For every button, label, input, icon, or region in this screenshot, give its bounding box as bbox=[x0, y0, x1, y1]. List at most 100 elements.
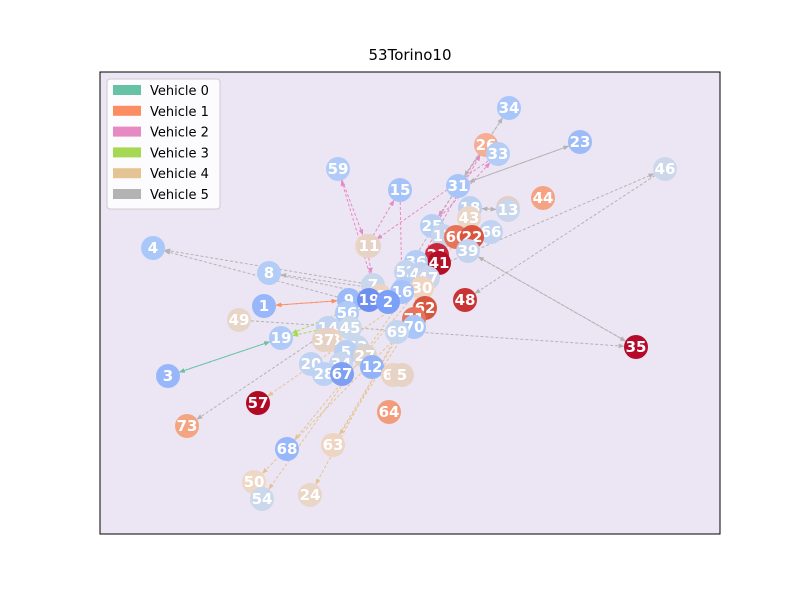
node-label: 8 bbox=[264, 264, 274, 282]
node-circle bbox=[321, 433, 345, 457]
node-33: 33 bbox=[486, 142, 510, 166]
node-label: 67 bbox=[332, 365, 353, 383]
node-label: 50 bbox=[244, 473, 265, 491]
route-edge-vehicle-2 bbox=[340, 179, 371, 274]
node-67: 67 bbox=[330, 362, 354, 386]
node-45: 45 bbox=[338, 316, 362, 340]
node-label: 11 bbox=[359, 237, 380, 255]
node-4: 4 bbox=[141, 236, 165, 260]
node-label: 19 bbox=[359, 291, 380, 309]
node-circle bbox=[269, 326, 293, 350]
route-edge-vehicle-5 bbox=[481, 206, 497, 212]
node-circle bbox=[141, 236, 165, 260]
legend-swatch bbox=[113, 85, 141, 95]
node-circle bbox=[175, 414, 199, 438]
node-label: 4 bbox=[148, 239, 158, 257]
node-66: 66 bbox=[479, 220, 503, 244]
node-label: 73 bbox=[177, 417, 198, 435]
legend-swatch bbox=[113, 189, 141, 199]
node-label: 28 bbox=[314, 365, 335, 383]
route-edge-vehicle-4 bbox=[267, 294, 413, 397]
node-circle bbox=[457, 206, 481, 230]
node-11: 11 bbox=[357, 234, 381, 258]
node-label: 9 bbox=[344, 291, 354, 309]
node-circle bbox=[156, 364, 180, 388]
node-label: 33 bbox=[488, 145, 509, 163]
node-circle bbox=[568, 130, 592, 154]
legend-item: Vehicle 5 bbox=[113, 188, 209, 203]
legend-label: Vehicle 2 bbox=[150, 126, 209, 141]
node-label: 19 bbox=[271, 329, 292, 347]
node-circle bbox=[531, 186, 555, 210]
node-label: 31 bbox=[448, 177, 469, 195]
node-44: 44 bbox=[531, 186, 555, 210]
node-label: 35 bbox=[626, 338, 647, 356]
node-label: 64 bbox=[379, 403, 400, 421]
node-19: 19 bbox=[357, 288, 381, 312]
route-edge-vehicle-2 bbox=[367, 257, 373, 274]
node-1: 1 bbox=[252, 294, 276, 318]
node-circle bbox=[410, 276, 434, 300]
node-43: 43 bbox=[457, 206, 481, 230]
node-circle bbox=[479, 220, 503, 244]
node-label: 23 bbox=[570, 133, 591, 151]
route-edge-vehicle-5 bbox=[280, 273, 391, 291]
legend-label: Vehicle 1 bbox=[150, 105, 209, 120]
route-edge-vehicle-5 bbox=[468, 145, 569, 183]
node-label: 54 bbox=[252, 490, 273, 508]
node-37: 37 bbox=[312, 328, 336, 352]
node-48: 48 bbox=[453, 288, 477, 312]
route-edge-vehicle-5 bbox=[477, 256, 626, 342]
node-circle bbox=[456, 239, 480, 263]
node-3: 3 bbox=[156, 364, 180, 388]
legend-item: Vehicle 4 bbox=[113, 167, 209, 182]
node-circle bbox=[624, 335, 648, 359]
node-23: 23 bbox=[568, 130, 592, 154]
node-30: 30 bbox=[410, 276, 434, 300]
node-label: 63 bbox=[323, 436, 344, 454]
node-circle bbox=[298, 483, 322, 507]
node-31: 31 bbox=[446, 174, 470, 198]
node-24: 24 bbox=[298, 483, 322, 507]
node-label: 59 bbox=[328, 160, 349, 178]
node-circle bbox=[377, 400, 401, 424]
nodes-layer: 3426332346591531441838134325661760224101… bbox=[141, 96, 677, 511]
route-edge-vehicle-5 bbox=[164, 248, 362, 284]
route-edge-vehicle-2 bbox=[372, 199, 395, 236]
node-circle bbox=[326, 157, 350, 181]
node-8: 8 bbox=[257, 261, 281, 285]
node-label: 49 bbox=[229, 311, 250, 329]
node-label: 15 bbox=[390, 181, 411, 199]
node-label: 39 bbox=[458, 242, 479, 260]
node-19: 19 bbox=[269, 326, 293, 350]
legend-swatch bbox=[113, 126, 141, 137]
node-39: 39 bbox=[456, 239, 480, 263]
legend-label: Vehicle 3 bbox=[150, 146, 209, 161]
node-circle bbox=[250, 487, 274, 511]
node-35: 35 bbox=[624, 335, 648, 359]
legend-swatch bbox=[113, 105, 141, 116]
node-54: 54 bbox=[250, 487, 274, 511]
route-edge-vehicle-4 bbox=[339, 328, 408, 436]
node-label: 46 bbox=[655, 160, 676, 178]
legend-item: Vehicle 3 bbox=[113, 146, 209, 161]
route-edge-vehicle-4 bbox=[294, 286, 421, 441]
node-label: 57 bbox=[248, 394, 269, 412]
route-edge-vehicle-5 bbox=[478, 256, 627, 342]
node-label: 2 bbox=[383, 293, 393, 311]
node-label: 1 bbox=[259, 297, 269, 315]
route-edge-vehicle-2 bbox=[376, 160, 489, 240]
route-edge-vehicle-3 bbox=[292, 330, 317, 337]
node-circle bbox=[252, 294, 276, 318]
legend-label: Vehicle 0 bbox=[150, 84, 209, 99]
node-label: 24 bbox=[300, 486, 321, 504]
node-circle bbox=[453, 288, 477, 312]
route-edge-vehicle-5 bbox=[464, 117, 503, 177]
node-label: 34 bbox=[499, 99, 520, 117]
node-34: 34 bbox=[497, 96, 521, 120]
node-circle bbox=[388, 178, 412, 202]
node-circle bbox=[227, 308, 251, 332]
node-73: 73 bbox=[175, 414, 199, 438]
route-edge-vehicle-4 bbox=[261, 316, 417, 474]
